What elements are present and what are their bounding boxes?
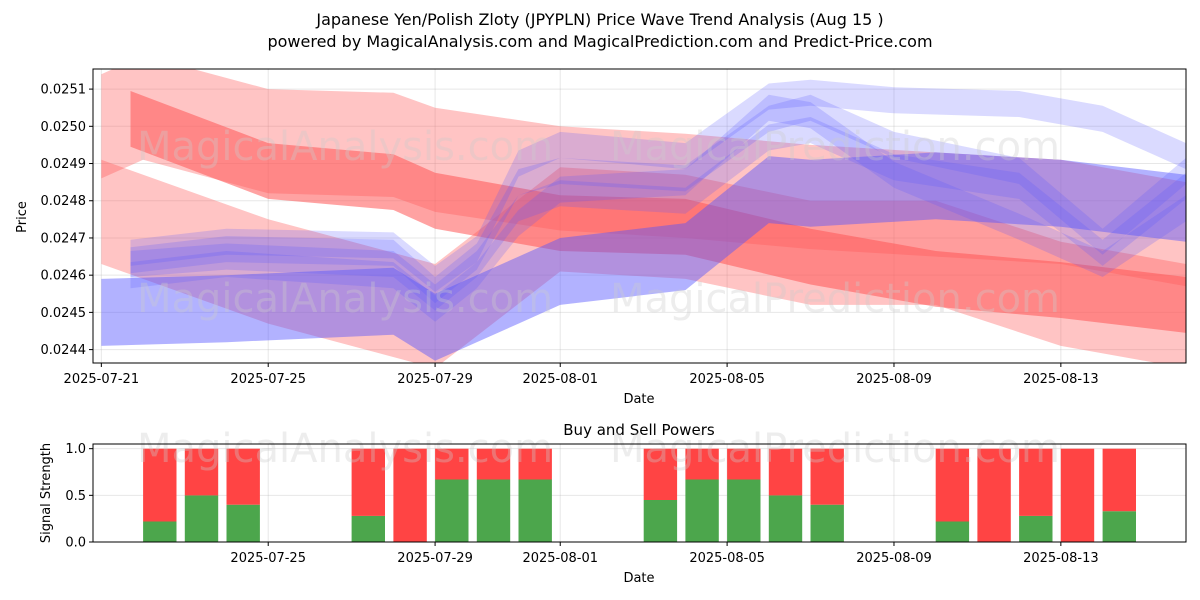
buy-bar <box>768 495 803 542</box>
sell-bar <box>977 448 1011 542</box>
price-x-ticks: 2025-07-21 2025-07-25 2025-07-29 2025-08-01… <box>64 363 1099 387</box>
sell-bar <box>393 448 427 542</box>
buy-bar <box>685 479 719 542</box>
sell-bar <box>935 448 970 522</box>
buy-bar <box>810 504 844 542</box>
blue-band-c <box>130 94 1186 322</box>
signal-x-axis-label: Date <box>623 571 654 586</box>
buy-bar <box>476 479 511 542</box>
signal-axes-frame <box>92 443 1187 543</box>
signal-x-tick-label: 2025-08-13 <box>1023 551 1099 566</box>
sell-bar <box>1019 448 1053 516</box>
sell-bar <box>476 448 511 480</box>
watermark-top-left: MagicalAnalysis.com <box>137 124 553 170</box>
buy-bar <box>1102 511 1136 542</box>
sell-bar <box>1102 448 1136 512</box>
price-x-tick-label: 2025-08-01 <box>522 372 598 387</box>
price-x-tick-label: 2025-08-09 <box>856 372 932 387</box>
buy-bar <box>435 479 469 542</box>
signal-x-tick-label: 2025-07-25 <box>230 551 306 566</box>
buy-bar <box>643 500 678 542</box>
price-x-tick-label: 2025-07-21 <box>64 372 140 387</box>
red-band-upper <box>101 69 1186 287</box>
price-y-tick-label: 0.0246 <box>41 269 87 284</box>
signal-y-ticks: 0.0 0.5 1.0 <box>65 442 93 551</box>
price-y-tick-label: 0.0251 <box>41 83 87 98</box>
price-x-tick-label: 2025-08-13 <box>1023 372 1099 387</box>
signal-y-axis-label: Signal Strength <box>39 443 54 543</box>
price-y-tick-label: 0.0248 <box>41 194 87 209</box>
buy-bar <box>935 521 970 542</box>
price-y-tick-label: 0.0244 <box>41 343 87 358</box>
buy-bar <box>727 479 761 542</box>
signal-y-tick-label: 1.0 <box>65 442 86 457</box>
sell-bar <box>226 448 260 505</box>
signal-y-tick-label: 0.0 <box>65 536 86 551</box>
price-x-tick-label: 2025-08-05 <box>689 372 765 387</box>
signal-y-tick-label: 0.5 <box>65 489 86 504</box>
sell-bar <box>184 448 219 496</box>
signal-x-tick-label: 2025-08-01 <box>522 551 598 566</box>
price-x-tick-label: 2025-07-25 <box>230 372 306 387</box>
blue-band-long <box>101 152 1186 361</box>
price-bands <box>101 69 1186 363</box>
sell-bar <box>768 448 803 496</box>
signal-x-ticks: 2025-07-25 2025-07-29 2025-08-01 2025-08-05… <box>230 542 1099 566</box>
buy-bar <box>518 479 552 542</box>
sell-bar <box>685 448 719 480</box>
price-y-tick-label: 0.0245 <box>41 306 87 321</box>
price-y-tick-label: 0.0250 <box>41 120 87 135</box>
blue-band-d <box>130 94 1186 304</box>
price-y-axis-label: Price <box>15 201 30 233</box>
watermark-mid-right: MagicalPrediction.com <box>610 276 1060 322</box>
buy-bar <box>226 504 260 542</box>
chart-title: Japanese Yen/Polish Zloty (JPYPLN) Price… <box>316 10 884 29</box>
sell-bar <box>351 448 385 516</box>
sell-bar <box>643 448 678 500</box>
signal-x-tick-label: 2025-08-05 <box>689 551 765 566</box>
sell-bar <box>435 448 469 480</box>
price-x-tick-label: 2025-07-29 <box>397 372 473 387</box>
sell-bar <box>518 448 552 480</box>
watermark-bottom-left: MagicalAnalysis.com <box>137 426 553 472</box>
signal-bars <box>143 448 1136 542</box>
buy-bar <box>184 495 219 542</box>
red-band-lower <box>101 159 1186 363</box>
watermark-mid-left: MagicalAnalysis.com <box>137 276 553 322</box>
buy-bar <box>1019 515 1053 542</box>
chart-subtitle: powered by MagicalAnalysis.com and Magic… <box>267 32 933 51</box>
price-axes-frame <box>92 68 1187 364</box>
price-y-ticks: 0.0244 0.0245 0.0246 0.0247 0.0248 0.0249 0.02… <box>41 83 93 358</box>
sell-bar <box>143 448 177 522</box>
signal-chart-title: Buy and Sell Powers <box>563 421 715 439</box>
price-y-tick-label: 0.0249 <box>41 157 87 172</box>
price-y-tick-label: 0.0247 <box>41 231 87 246</box>
watermark-top-right: MagicalPrediction.com <box>610 124 1060 170</box>
sell-bar <box>727 448 761 480</box>
red-band-main <box>130 91 1186 333</box>
sell-bar <box>810 448 844 505</box>
signal-x-tick-label: 2025-08-09 <box>856 551 932 566</box>
price-x-axis-label: Date <box>623 392 654 407</box>
blue-band-a <box>130 79 1186 292</box>
buy-bar <box>143 521 177 542</box>
sell-bar <box>1060 448 1095 542</box>
buy-bar <box>351 515 385 542</box>
watermark-bottom-right: MagicalPrediction.com <box>610 426 1060 472</box>
signal-x-tick-label: 2025-07-29 <box>397 551 473 566</box>
blue-band-b <box>130 117 1186 311</box>
